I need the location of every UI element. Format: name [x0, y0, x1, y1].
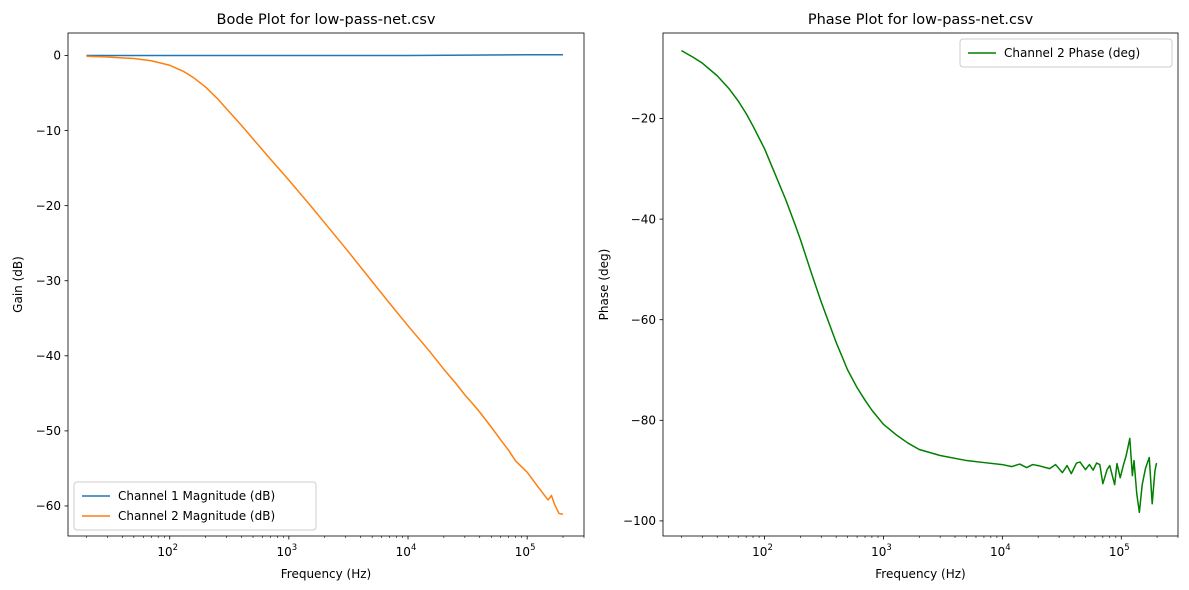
bode-series-line-2 [86, 55, 564, 515]
phase-y-axis-label: Phase (deg) [597, 249, 611, 321]
x-tick-label: 105 [515, 543, 536, 559]
y-tick-label: −40 [36, 349, 61, 363]
x-tick-label: 102 [157, 543, 178, 559]
legend-box [73, 481, 317, 531]
y-tick-label: −10 [36, 124, 61, 138]
x-tick-label: 102 [752, 543, 773, 559]
bode-series-group [86, 54, 564, 515]
bode-y-axis-label: Gain (dB) [11, 256, 25, 313]
phase-axes-frame [662, 32, 1179, 537]
y-tick-label: −20 [36, 199, 61, 213]
y-tick-label: −50 [36, 424, 61, 438]
bode-series-line-1 [86, 54, 564, 57]
bode-x-axis-label: Frequency (Hz) [281, 567, 372, 581]
y-tick-label: −40 [631, 212, 656, 226]
bode-chart-title: Bode Plot for low-pass-net.csv [217, 12, 436, 28]
legend-label: Channel 2 Phase (deg) [1004, 46, 1140, 60]
x-tick-label: 104 [396, 543, 417, 559]
y-tick-label: −60 [36, 499, 61, 513]
x-tick-label: 103 [277, 543, 298, 559]
bode-plot-chart: 102 103 104 105 0 −10 −20 −30 −40 −50 −60 Bode Plot… [11, 12, 585, 581]
bode-legend: Channel 1 Magnitude (dB) Channel 2 Magnit… [73, 481, 317, 531]
legend-box [959, 38, 1173, 68]
phase-series-group [681, 49, 1158, 514]
y-tick-label: −60 [631, 313, 656, 327]
phase-legend: Channel 2 Phase (deg) [959, 38, 1173, 68]
phase-plot-chart: 102 103 104 105 −20 −40 −60 −80 −100 Phase Plot f… [597, 12, 1179, 581]
y-tick-label: −20 [631, 112, 656, 126]
y-tick-label: −30 [36, 274, 61, 288]
legend-label: Channel 2 Magnitude (dB) [118, 509, 275, 523]
legend-label: Channel 1 Magnitude (dB) [118, 489, 275, 503]
y-tick-label: 0 [53, 49, 61, 63]
phase-plot-area [663, 33, 1178, 536]
x-tick-label: 105 [1109, 543, 1130, 559]
phase-x-axis-label: Frequency (Hz) [875, 567, 966, 581]
phase-series-line-1 [681, 49, 1158, 514]
x-tick-label: 104 [990, 543, 1011, 559]
x-tick-label: 103 [871, 543, 892, 559]
y-tick-label: −80 [631, 414, 656, 428]
bode-plot-area [68, 33, 584, 536]
bode-axes-frame [67, 32, 585, 537]
y-tick-label: −100 [623, 514, 656, 528]
phase-chart-title: Phase Plot for low-pass-net.csv [808, 12, 1034, 28]
